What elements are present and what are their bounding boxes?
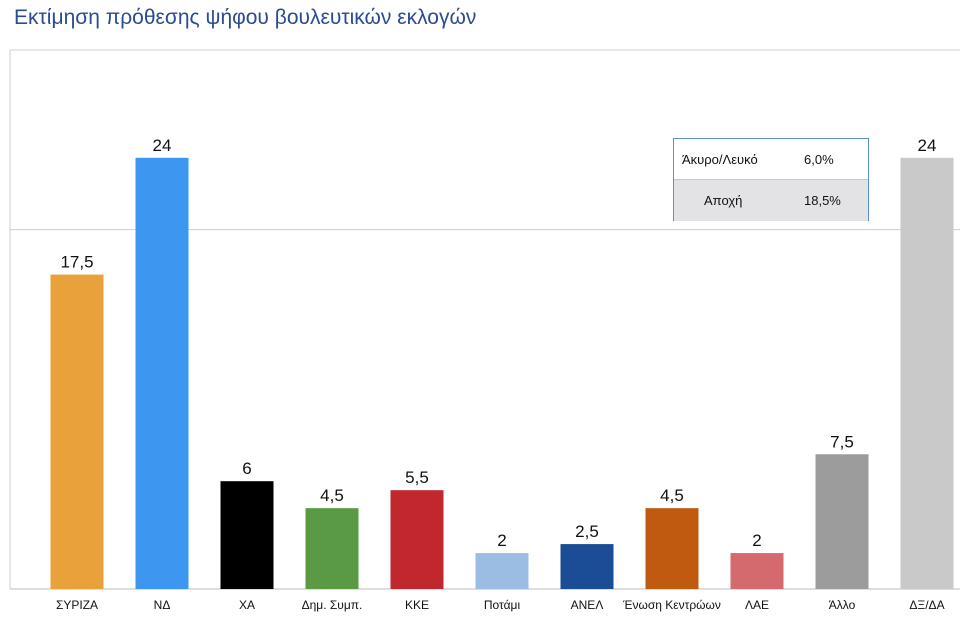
bar-value-label: 24 bbox=[918, 136, 937, 155]
bar bbox=[135, 157, 189, 590]
bar-value-label: 7,5 bbox=[830, 432, 854, 451]
bar bbox=[390, 490, 444, 589]
category-label: Ποτάμι bbox=[484, 598, 521, 612]
table-row-label: Αποχή bbox=[704, 193, 743, 208]
bar-value-label: 4,5 bbox=[660, 486, 684, 505]
category-label: ΑΝΕΛ bbox=[571, 598, 604, 612]
category-label: ΛΑΕ bbox=[745, 598, 769, 612]
bar bbox=[730, 553, 784, 589]
table-row-abstention: Αποχή 18,5% bbox=[674, 179, 868, 221]
bar bbox=[900, 157, 954, 590]
table-row-invalid-blank: Άκυρο/Λευκό 6,0% bbox=[674, 139, 868, 179]
category-label: Ένωση Κεντρώων bbox=[622, 598, 721, 612]
bars-group bbox=[50, 157, 954, 590]
category-label: ΔΞ/ΔΑ bbox=[909, 598, 944, 612]
bar-value-label: 2 bbox=[752, 531, 761, 550]
bar-value-label: 6 bbox=[242, 459, 251, 478]
bar-value-label: 4,5 bbox=[320, 486, 344, 505]
category-label: ΧΑ bbox=[239, 598, 255, 612]
category-label: Δημ. Συμπ. bbox=[302, 598, 363, 612]
bar-value-label: 17,5 bbox=[60, 253, 93, 272]
bar bbox=[305, 508, 359, 589]
category-label: Άλλο bbox=[829, 598, 856, 612]
value-labels-group: 17,5 24 6 4,5 5,5 2 2,5 4,5 2 7,5 24 bbox=[60, 136, 936, 550]
bar-value-label: 2,5 bbox=[575, 522, 599, 541]
bar bbox=[50, 274, 104, 589]
table-row-value: 6,0% bbox=[804, 151, 834, 167]
bar bbox=[220, 481, 274, 589]
category-label: ΣΥΡΙΖΑ bbox=[56, 598, 98, 612]
bar bbox=[560, 544, 614, 589]
bar-value-label: 5,5 bbox=[405, 468, 429, 487]
bar bbox=[645, 508, 699, 589]
category-label: ΚΚΕ bbox=[405, 598, 429, 612]
table-row-value: 18,5% bbox=[804, 193, 841, 208]
bar bbox=[815, 454, 869, 589]
category-labels-group: ΣΥΡΙΖΑ ΝΔ ΧΑ Δημ. Συμπ. ΚΚΕ Ποτάμι ΑΝΕΛ Ένωση Κ… bbox=[56, 598, 945, 612]
bar-value-label: 24 bbox=[153, 136, 172, 155]
table-row-label: Άκυρο/Λευκό bbox=[682, 151, 758, 167]
bar-value-label: 2 bbox=[497, 531, 506, 550]
abstention-table: Άκυρο/Λευκό 6,0% Αποχή 18,5% bbox=[673, 138, 869, 221]
chart-title: Εκτίμηση πρόθεσης ψήφου βουλευτικών εκλο… bbox=[14, 6, 477, 29]
category-label: ΝΔ bbox=[154, 598, 171, 612]
bar bbox=[475, 553, 529, 589]
